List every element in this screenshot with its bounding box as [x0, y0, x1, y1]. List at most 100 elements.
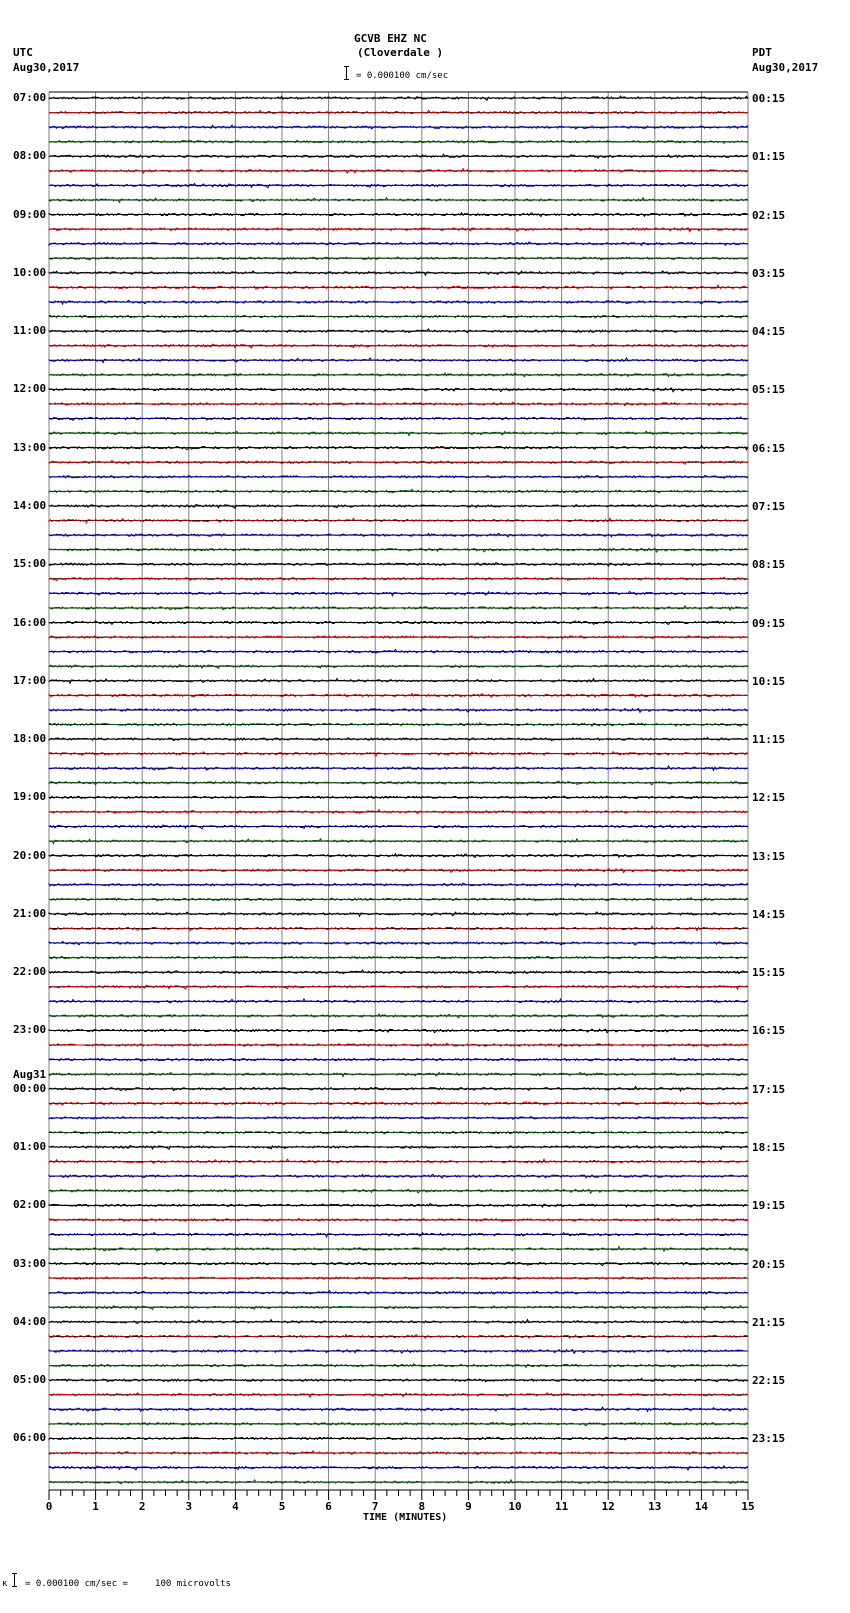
right-date: Aug30,2017 — [752, 61, 819, 74]
seismic-trace — [48, 925, 749, 932]
seismic-trace — [48, 416, 749, 421]
seismic-trace — [48, 1261, 749, 1267]
seismic-trace — [48, 356, 749, 364]
seismic-trace — [48, 1188, 749, 1195]
seismic-trace — [48, 868, 749, 874]
seismic-trace — [48, 314, 749, 319]
pdt-hour-label: 22:15 — [752, 1374, 786, 1388]
utc-hour-label: 02:00 — [13, 1198, 47, 1212]
utc-hour-label: 13:00 — [13, 440, 47, 454]
utc-hour-label: 18:00 — [13, 732, 47, 746]
utc-hour-label: 20:00 — [13, 848, 47, 862]
seismic-trace — [48, 1101, 749, 1106]
utc-hour-label: 19:00 — [13, 790, 47, 804]
seismic-trace — [48, 284, 749, 291]
seismic-trace — [48, 459, 749, 465]
seismic-trace — [48, 343, 749, 349]
seismic-trace — [48, 1478, 749, 1485]
footer-scale-bar-icon — [12, 1573, 20, 1587]
left-timezone: UTC — [13, 46, 33, 59]
utc-hour-label: 22:00 — [13, 965, 47, 979]
seismic-trace — [48, 1333, 749, 1340]
utc-hour-label: 14:00 — [13, 498, 47, 512]
utc-hour-label: 11:00 — [13, 324, 47, 338]
seismic-trace — [48, 1363, 749, 1369]
seismic-trace — [48, 488, 749, 494]
seismic-trace — [48, 444, 749, 452]
seismic-trace — [48, 1406, 749, 1413]
right-timezone: PDT — [752, 46, 772, 59]
left-date: Aug30,2017 — [13, 61, 80, 74]
pdt-hour-label: 00:15 — [752, 92, 786, 105]
pdt-hour-label: 12:15 — [752, 791, 786, 805]
seismic-trace — [48, 109, 749, 115]
seismic-trace — [48, 677, 749, 685]
seismic-trace — [48, 837, 749, 845]
seismic-trace — [48, 1144, 749, 1151]
pdt-hour-label: 10:15 — [752, 674, 786, 688]
seismic-trace — [48, 1115, 749, 1120]
utc-hour-label: 03:00 — [13, 1256, 47, 1270]
scale-bar-icon — [344, 66, 352, 80]
seismic-trace — [48, 196, 749, 204]
pdt-hour-label: 18:15 — [752, 1141, 786, 1155]
x-tick-label: 8 — [418, 1500, 425, 1513]
seismic-trace — [48, 270, 749, 277]
x-tick-label: 11 — [555, 1500, 569, 1513]
seismic-trace — [48, 371, 749, 378]
x-tick-label: 2 — [139, 1500, 146, 1513]
pdt-hour-label: 14:15 — [752, 907, 786, 921]
seismic-trace — [48, 620, 749, 626]
seismic-trace — [48, 1057, 749, 1062]
utc-hour-label: 00:00 — [13, 1081, 47, 1095]
seismic-trace — [48, 808, 749, 814]
seismic-trace — [48, 722, 749, 728]
x-axis-label: TIME (MINUTES) — [363, 1512, 448, 1523]
seismic-trace — [48, 1464, 749, 1472]
seismic-trace — [48, 503, 749, 510]
seismic-trace — [48, 95, 749, 102]
seismic-trace — [48, 780, 749, 786]
seismic-trace — [48, 604, 749, 612]
seismic-trace — [48, 226, 749, 233]
utc-hour-label: 05:00 — [13, 1373, 47, 1387]
seismic-trace — [48, 256, 749, 261]
pdt-hour-label: 04:15 — [752, 325, 786, 339]
seismic-trace — [48, 547, 749, 553]
seismic-trace — [48, 750, 749, 758]
pdt-hour-label: 05:15 — [752, 383, 786, 397]
seismic-trace — [48, 1028, 749, 1034]
seismic-trace — [48, 911, 749, 918]
station-title: GCVB EHZ NC — [354, 32, 427, 45]
x-tick-label: 0 — [46, 1500, 53, 1513]
seismic-trace — [48, 1217, 749, 1223]
seismic-trace — [48, 707, 749, 714]
pdt-hour-label: 01:15 — [752, 150, 786, 164]
utc-hour-label: 06:00 — [13, 1431, 47, 1445]
footer-scale-prefix: κ — [2, 1579, 8, 1589]
pdt-hour-label: 19:15 — [752, 1199, 786, 1213]
pdt-hour-label: 13:15 — [752, 849, 786, 863]
x-tick-label: 3 — [185, 1500, 192, 1513]
scale-text: = 0.000100 cm/sec — [356, 71, 449, 81]
pdt-hour-label: 16:15 — [752, 1024, 786, 1038]
seismic-trace — [48, 635, 749, 640]
seismic-trace — [48, 896, 749, 902]
seismic-trace — [48, 474, 749, 479]
utc-hour-label: 12:00 — [13, 382, 47, 396]
seismic-trace — [48, 1276, 749, 1281]
pdt-hour-label: 21:15 — [752, 1315, 786, 1329]
utc-hour-label: 21:00 — [13, 906, 47, 920]
seismic-trace — [48, 387, 749, 393]
time-axis: 0 1 2 3 4 5 6 7 8 9 10 11 12 13 14 15 — [46, 1489, 755, 1513]
utc-hour-label: 01:00 — [13, 1140, 47, 1154]
seismic-trace — [48, 1392, 749, 1399]
date-change-label: Aug31 — [13, 1067, 47, 1081]
seismic-trace — [48, 1042, 749, 1048]
seismic-trace — [48, 824, 749, 830]
seismic-trace — [48, 211, 749, 218]
x-tick-label: 10 — [508, 1500, 521, 1513]
pdt-hour-label: 08:15 — [752, 558, 786, 572]
seismic-trace — [48, 430, 749, 437]
